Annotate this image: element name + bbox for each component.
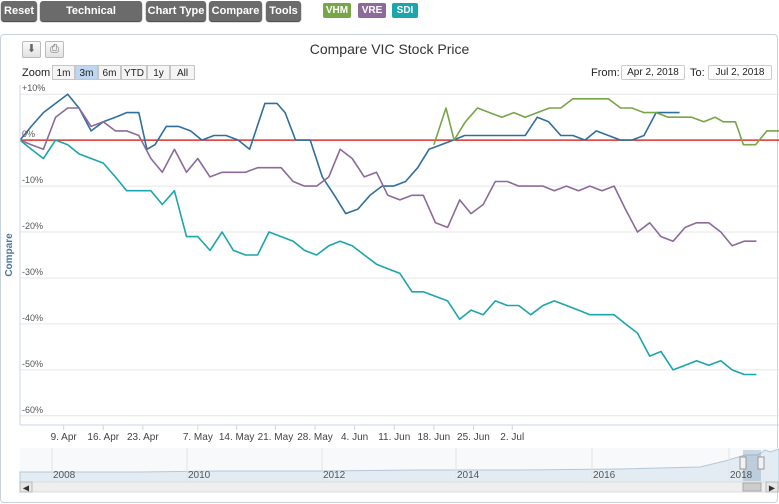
download-icon: ⬇ <box>26 43 37 55</box>
zoom-1m-button[interactable]: 1m <box>52 65 75 80</box>
zoom-3m-button[interactable]: 3m <box>75 65 98 80</box>
zoom-all-button[interactable]: All <box>170 65 195 80</box>
from-label: From: <box>591 67 620 79</box>
compare-tag-sdi[interactable]: SDI <box>392 3 418 18</box>
to-date-input[interactable]: Jul 2, 2018 <box>708 65 772 80</box>
zoom-ytd-button[interactable]: YTD <box>121 65 147 80</box>
technical-indicators-button[interactable]: Technical Indicators <box>40 1 142 37</box>
download-button[interactable]: ⬇ <box>22 41 41 58</box>
print-button[interactable]: ⎙ <box>45 41 64 58</box>
compare-button[interactable]: Compare <box>209 1 262 21</box>
compare-tag-vre[interactable]: VRE <box>358 3 386 18</box>
chart-title: Compare VIC Stock Price <box>309 41 470 57</box>
compare-tag-vhm[interactable]: VHM <box>323 3 351 18</box>
chart-panel <box>0 34 778 503</box>
zoom-1y-button[interactable]: 1y <box>147 65 170 80</box>
zoom-label: Zoom <box>22 67 51 79</box>
zoom-6m-button[interactable]: 6m <box>98 65 121 80</box>
to-label: To: <box>690 67 705 79</box>
from-date-input[interactable]: Apr 2, 2018 <box>621 65 685 80</box>
tools-button[interactable]: Tools <box>266 1 301 21</box>
chart-type-button[interactable]: Chart Type <box>146 1 206 21</box>
print-icon: ⎙ <box>50 43 59 55</box>
reset-button[interactable]: Reset <box>1 1 37 21</box>
